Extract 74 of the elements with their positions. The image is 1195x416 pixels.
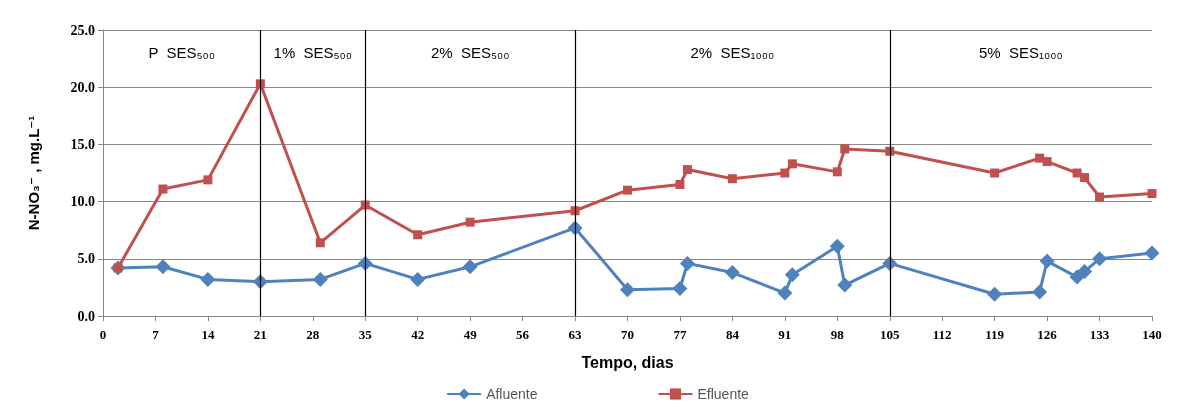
point <box>158 184 168 194</box>
legend-label: Afluente <box>486 386 538 402</box>
point <box>465 217 475 227</box>
annotation: 2% SES₅₀₀ <box>430 43 510 61</box>
x-tick-label: 14 <box>201 327 215 342</box>
x-tick-label: 42 <box>411 327 425 342</box>
annotation: P SES₅₀₀ <box>148 43 215 61</box>
y-axis-title: N-NO₃⁻ , mg.L⁻¹ <box>25 115 42 231</box>
point <box>1144 245 1160 261</box>
point <box>672 281 688 297</box>
y-tick-label: 20.0 <box>70 79 95 95</box>
point <box>620 282 635 298</box>
point <box>410 271 426 287</box>
point <box>203 175 213 185</box>
point <box>623 185 632 195</box>
point <box>784 267 800 283</box>
x-tick-label: 98 <box>830 327 845 342</box>
point <box>837 277 853 293</box>
point <box>1095 192 1105 202</box>
point <box>675 179 685 189</box>
y-tick-label: 25.0 <box>70 22 95 38</box>
point <box>200 271 216 287</box>
x-tick-label: 7 <box>152 327 160 342</box>
point <box>315 238 325 248</box>
x-tick-label: 91 <box>778 327 792 342</box>
point <box>777 285 793 301</box>
x-tick-label: 140 <box>1142 327 1162 342</box>
point <box>1077 263 1093 279</box>
annotation: 2% SES₁₀₀₀ <box>690 43 775 61</box>
y-tick-label: 0.0 <box>77 308 95 324</box>
point <box>780 168 790 178</box>
point <box>155 259 171 275</box>
point <box>312 271 328 287</box>
x-tick-label: 35 <box>358 327 373 342</box>
point <box>987 286 1003 302</box>
x-tick-label: 63 <box>568 327 583 342</box>
y-tick-label: 5.0 <box>77 251 95 267</box>
x-tick-label: 0 <box>99 327 107 342</box>
legend-label: Efluente <box>697 386 750 402</box>
point <box>1039 253 1055 269</box>
x-tick-label: 77 <box>673 327 687 342</box>
point <box>727 174 737 184</box>
x-tick-label: 133 <box>1089 327 1110 342</box>
annotation: 5% SES₁₀₀₀ <box>978 43 1063 61</box>
y-tick-label: 10.0 <box>70 194 95 210</box>
point <box>462 259 478 275</box>
x-tick-label: 84 <box>725 327 740 342</box>
x-tick-label: 56 <box>516 327 530 342</box>
point <box>1147 189 1157 199</box>
point <box>413 230 423 240</box>
x-axis-title: Tempo, dias <box>581 353 674 371</box>
point <box>1080 173 1090 183</box>
x-tick-label: 49 <box>463 327 478 342</box>
point <box>829 238 845 254</box>
point <box>724 265 740 281</box>
x-tick-label: 70 <box>621 327 634 342</box>
x-tick-label: 119 <box>985 327 1005 342</box>
x-tick-label: 112 <box>932 327 952 342</box>
x-tick-label: 21 <box>253 327 267 342</box>
x-tick-label: 28 <box>306 327 320 342</box>
point <box>832 167 842 177</box>
point <box>840 144 850 154</box>
point <box>1042 157 1052 167</box>
point <box>990 168 1000 178</box>
point <box>1092 251 1108 267</box>
point <box>1032 284 1048 300</box>
point <box>1035 153 1045 163</box>
point <box>679 255 695 271</box>
x-tick-label: 105 <box>880 327 900 342</box>
point <box>787 159 797 169</box>
x-tick-label: 126 <box>1037 327 1058 342</box>
y-tick-label: 15.0 <box>70 136 95 152</box>
annotation: 1% SES₅₀₀ <box>273 43 353 61</box>
point <box>682 165 692 175</box>
